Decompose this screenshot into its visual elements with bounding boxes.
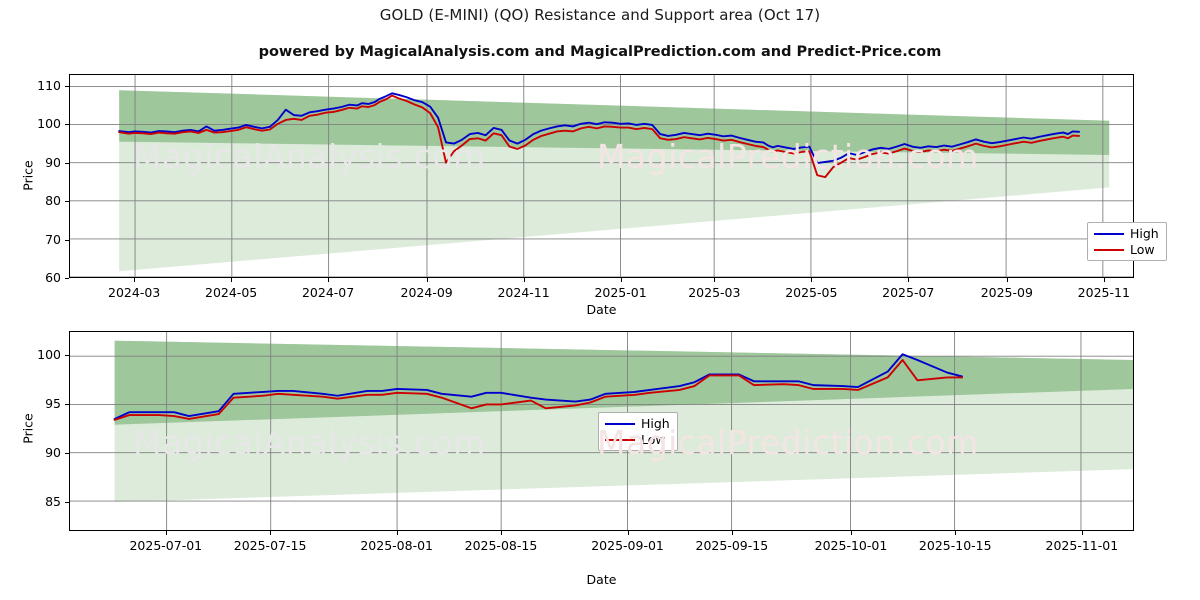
x-tick-mark (1006, 278, 1008, 282)
page-title: GOLD (E-MINI) (QO) Resistance and Suppor… (379, 6, 821, 24)
band-support-resistance-core (114, 340, 1133, 425)
y-tick-label: 95 (45, 396, 61, 412)
y-tick-mark (65, 452, 69, 454)
x-tick-mark (908, 278, 910, 282)
series-line-high (118, 92, 1081, 164)
y-tick-mark (65, 501, 69, 503)
x-tick-mark (426, 278, 428, 282)
x-tick-label: 2025-08-15 (464, 538, 538, 553)
x-tick-label: 2025-10-15 (918, 538, 992, 553)
legend-item-high[interactable]: High (605, 417, 670, 430)
x-tick-mark (731, 531, 733, 535)
x-tick-mark (1081, 531, 1083, 535)
x-tick-label: 2025-09-01 (591, 538, 664, 553)
x-tick-label: 2025-09 (980, 285, 1033, 300)
x-tick-label: 2025-05 (785, 285, 838, 300)
legend-swatch-high (605, 422, 635, 425)
legend-item-high[interactable]: High (1094, 227, 1159, 240)
legend-label-high: High (641, 416, 670, 431)
x-tick-mark (620, 278, 622, 282)
y-tick-mark (65, 355, 69, 357)
x-tick-mark (134, 278, 136, 282)
x-tick-label: 2025-01 (594, 285, 647, 300)
detail-legend[interactable]: High Low (598, 412, 678, 451)
legend-label-high: High (1130, 226, 1159, 241)
x-tick-label: 2025-09-15 (695, 538, 769, 553)
y-tick-label: 70 (45, 231, 61, 247)
y-tick-label: 110 (37, 77, 61, 93)
legend-label-low: Low (1130, 242, 1155, 257)
legend-swatch-low (1094, 248, 1124, 251)
x-tick-label: 2025-11-01 (1045, 538, 1119, 553)
y-tick-mark (65, 85, 69, 87)
x-tick-mark (523, 278, 525, 282)
x-tick-label: 2025-03 (688, 285, 741, 300)
legend-swatch-low (605, 438, 635, 441)
y-tick-mark (65, 124, 69, 126)
y-tick-mark (65, 278, 69, 279)
x-tick-mark (328, 278, 330, 282)
x-tick-mark (811, 278, 813, 282)
page-subtitle: powered by MagicalAnalysis.com and Magic… (258, 44, 942, 60)
x-tick-label: 2025-07 (882, 285, 935, 300)
overview-chart-panel (69, 74, 1134, 278)
x-tick-mark (231, 278, 233, 282)
x-tick-label: 2024-09 (400, 285, 453, 300)
x-tick-label: 2024-11 (497, 285, 550, 300)
legend-swatch-high (1094, 232, 1124, 235)
x-tick-mark (1103, 278, 1105, 282)
x-tick-mark (500, 531, 502, 535)
x-tick-mark (165, 531, 167, 535)
overview-x-axis-label: Date (586, 302, 617, 317)
x-tick-mark (270, 531, 272, 535)
y-tick-mark (65, 201, 69, 203)
x-tick-mark (955, 531, 957, 535)
x-tick-label: 2024-05 (205, 285, 258, 300)
x-tick-label: 2025-07-01 (129, 538, 203, 553)
series-line-low (118, 94, 1081, 179)
y-tick-label: 100 (37, 347, 61, 363)
series-line-low (113, 359, 963, 421)
y-tick-label: 85 (45, 493, 61, 509)
legend-item-low[interactable]: Low (1094, 243, 1159, 256)
y-tick-label: 90 (45, 154, 61, 170)
x-tick-label: 2024-07 (301, 285, 355, 300)
legend-item-low[interactable]: Low (605, 433, 670, 446)
x-tick-mark (714, 278, 716, 282)
y-tick-label: 60 (45, 270, 61, 285)
x-tick-label: 2025-08-01 (360, 538, 434, 553)
x-tick-label: 2025-11 (1077, 285, 1130, 300)
y-tick-label: 100 (37, 116, 61, 132)
legend-label-low: Low (641, 432, 666, 447)
x-tick-label: 2024-03 (108, 285, 161, 300)
y-tick-label: 80 (45, 193, 61, 209)
y-tick-mark (65, 404, 69, 406)
y-tick-label: 90 (45, 444, 61, 460)
x-tick-label: 2025-07-15 (233, 538, 307, 553)
overview-legend[interactable]: High Low (1087, 222, 1167, 261)
overview-plot-area (69, 74, 1134, 278)
overview-plot-svg (70, 75, 1133, 277)
detail-x-axis-label: Date (586, 572, 617, 587)
x-tick-mark (396, 531, 398, 535)
x-tick-label: 2025-10-01 (814, 538, 888, 553)
x-tick-mark (627, 531, 629, 535)
y-tick-mark (65, 162, 69, 164)
y-tick-mark (65, 239, 69, 241)
series-line-high (113, 353, 963, 420)
x-tick-mark (850, 531, 852, 535)
